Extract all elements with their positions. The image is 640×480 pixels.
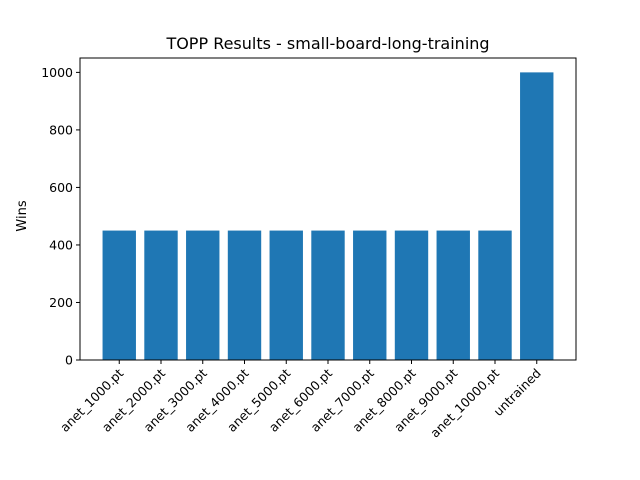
y-tick-label: 400: [49, 237, 73, 252]
bar: [227, 230, 262, 360]
y-tick-label: 1000: [41, 65, 73, 80]
bar: [102, 230, 136, 360]
bar: [436, 230, 470, 360]
y-tick-label: 0: [65, 353, 73, 368]
bar: [353, 230, 387, 360]
bar: [186, 230, 220, 360]
y-tick-label: 800: [49, 122, 73, 137]
bar: [311, 230, 345, 360]
bar: [269, 230, 303, 360]
bar: [520, 72, 554, 360]
bar: [394, 230, 429, 360]
chart-title: TOPP Results - small-board-long-training: [165, 34, 489, 53]
y-tick-label: 200: [49, 295, 73, 310]
bar: [478, 230, 512, 360]
y-tick-label: 600: [49, 180, 73, 195]
bar: [144, 230, 178, 360]
y-axis-label: Wins: [15, 200, 30, 231]
